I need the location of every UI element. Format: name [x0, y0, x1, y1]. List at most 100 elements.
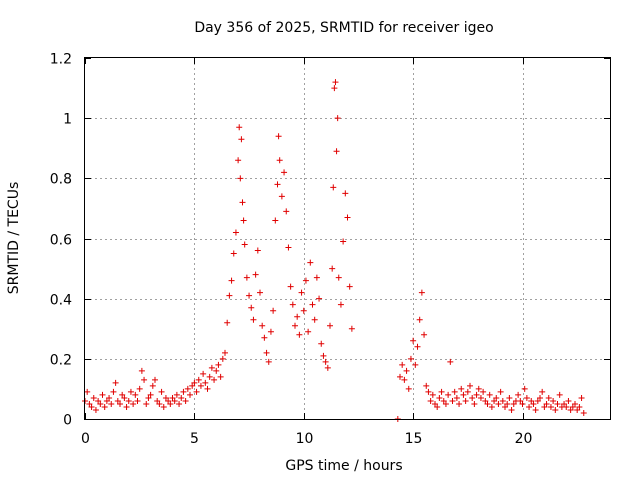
data-point	[523, 394, 530, 401]
data-point	[195, 376, 202, 383]
data-point	[132, 391, 139, 398]
data-point	[236, 124, 243, 131]
data-point	[272, 217, 279, 224]
data-point	[267, 328, 274, 335]
data-point	[340, 238, 347, 245]
data-point	[440, 397, 447, 404]
data-point	[412, 361, 419, 368]
data-point	[187, 391, 193, 398]
data-point	[127, 388, 134, 395]
data-point	[217, 373, 224, 380]
data-point	[169, 394, 176, 401]
data-point	[458, 385, 465, 392]
data-point	[539, 388, 546, 395]
data-point	[563, 403, 570, 410]
data-point	[237, 175, 244, 182]
data-point	[263, 349, 270, 356]
data-point	[324, 364, 331, 371]
data-point	[469, 394, 476, 401]
data-point	[515, 391, 522, 398]
data-point	[292, 322, 298, 329]
data-point	[567, 406, 574, 413]
data-point	[467, 382, 473, 389]
data-point	[445, 391, 452, 398]
data-point	[228, 277, 235, 284]
data-point	[473, 391, 480, 398]
data-point	[508, 406, 515, 413]
data-point	[246, 292, 253, 299]
data-point	[182, 397, 189, 404]
data-point	[510, 400, 517, 407]
data-point	[119, 391, 126, 398]
data-point	[421, 331, 428, 338]
x-tick-label: 0	[81, 431, 90, 447]
data-point	[580, 409, 587, 416]
data-point	[327, 322, 333, 329]
data-point	[117, 400, 123, 407]
data-point	[541, 403, 548, 410]
data-point	[276, 157, 283, 164]
data-point	[451, 388, 458, 395]
data-point	[309, 301, 316, 308]
data-point	[425, 388, 432, 395]
data-point	[550, 397, 557, 404]
data-point	[528, 397, 535, 404]
data-point	[248, 304, 255, 311]
data-point	[436, 394, 443, 401]
data-point	[97, 400, 104, 407]
data-point	[173, 391, 180, 398]
data-point	[84, 388, 91, 395]
data-point	[106, 394, 113, 401]
data-point	[154, 397, 161, 404]
data-point	[202, 379, 209, 386]
data-point	[281, 169, 288, 176]
data-point	[537, 394, 543, 401]
data-point	[300, 307, 307, 314]
data-point	[482, 397, 489, 404]
data-point	[219, 355, 226, 362]
data-point	[270, 307, 277, 314]
data-point	[259, 322, 266, 329]
data-point	[418, 289, 425, 296]
data-point	[302, 277, 309, 284]
data-point	[471, 400, 478, 407]
data-point	[438, 388, 445, 395]
data-point	[407, 355, 414, 362]
plot-frame	[84, 57, 611, 420]
data-point	[265, 358, 272, 365]
data-point	[86, 400, 93, 407]
data-point	[429, 391, 436, 398]
data-point	[534, 397, 541, 404]
data-point	[453, 394, 460, 401]
data-point	[486, 391, 493, 398]
data-point	[189, 382, 196, 389]
x-axis-label: GPS time / hours	[285, 458, 402, 474]
data-point	[160, 403, 167, 410]
data-point	[401, 376, 408, 383]
data-point	[502, 403, 508, 410]
data-point	[101, 403, 108, 410]
data-point	[464, 388, 471, 395]
data-point	[410, 337, 417, 344]
x-tick-labels: 0 5 10 15 20	[81, 431, 532, 447]
data-point	[434, 403, 441, 410]
data-point	[552, 406, 559, 413]
data-point	[556, 391, 563, 398]
data-point	[241, 241, 248, 248]
data-point	[519, 400, 526, 407]
data-point	[491, 397, 498, 404]
data-point	[289, 301, 296, 308]
data-point	[499, 397, 506, 404]
data-point	[521, 385, 528, 392]
data-point	[90, 394, 97, 401]
x-tick-label: 20	[515, 431, 533, 447]
data-point	[125, 397, 132, 404]
data-point	[432, 400, 438, 407]
data-point	[184, 385, 191, 392]
data-point	[322, 358, 329, 365]
data-point	[193, 388, 200, 395]
data-point	[191, 379, 198, 386]
data-point	[578, 394, 585, 401]
data-point	[332, 79, 339, 86]
